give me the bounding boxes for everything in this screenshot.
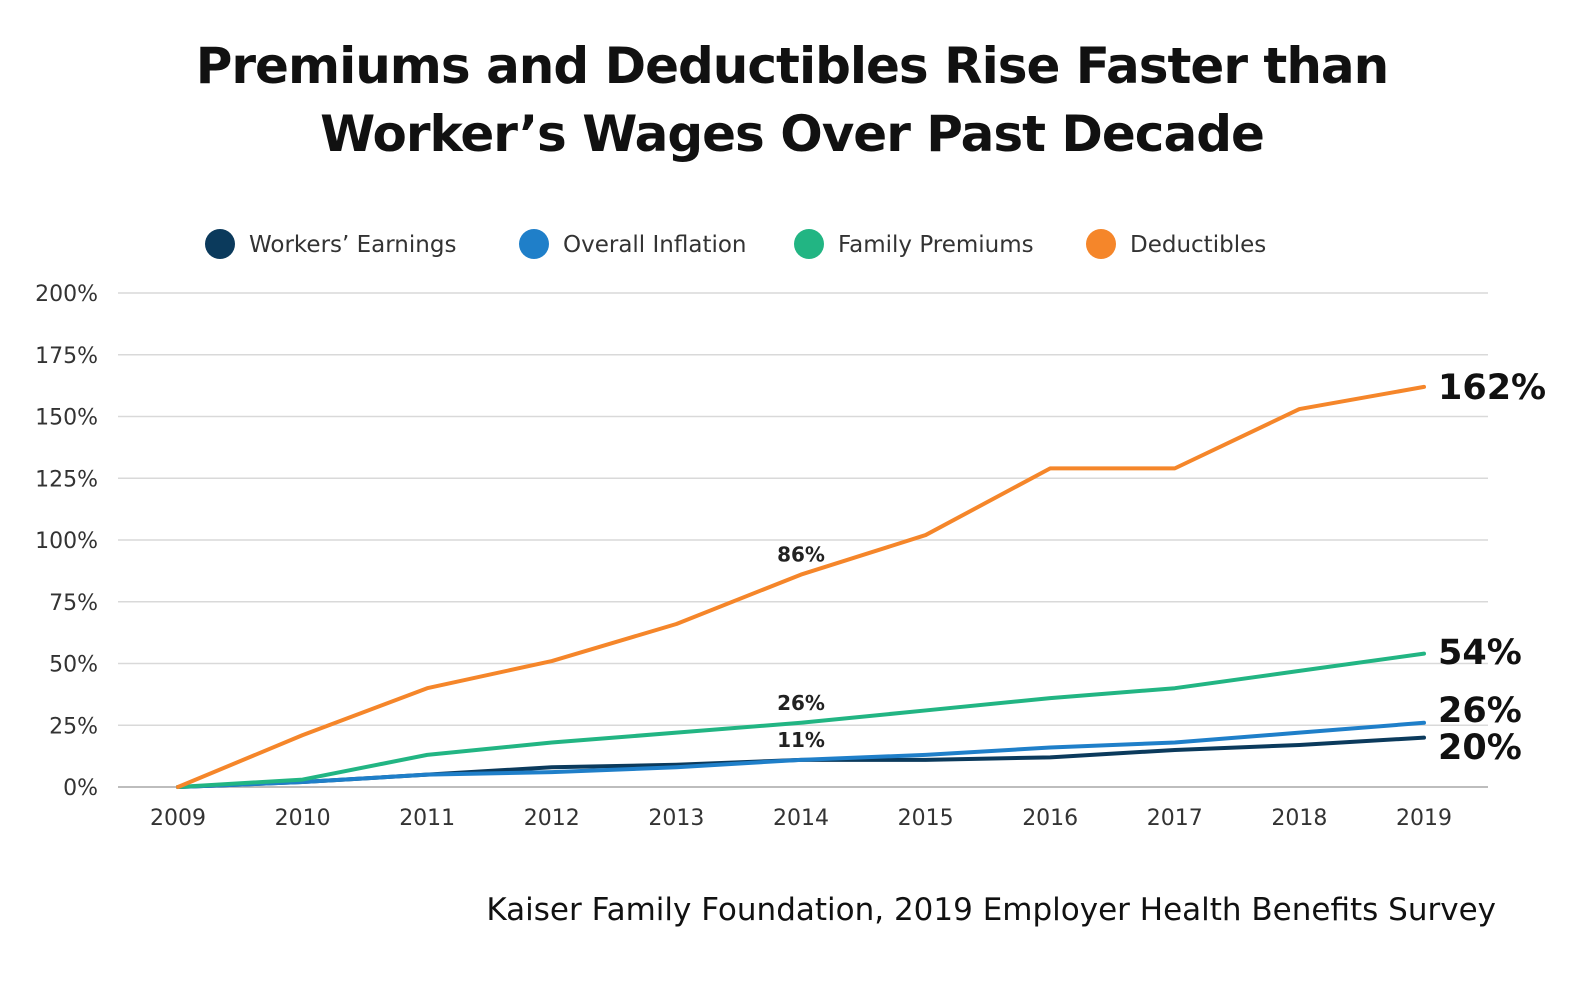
chart-title-line-1: Premiums and Deductibles Rise Faster tha… [195,37,1390,95]
y-tick-label: 175% [35,344,98,369]
x-tick-label: 2019 [1396,806,1452,831]
end-labels: 20%26% 54% 162% [1438,368,1546,768]
y-tick-label: 25% [49,714,98,739]
x-tick-label: 2014 [773,806,829,831]
end-value-label: 162% [1438,368,1546,408]
annotations: 86% 26% 11% [777,543,825,752]
legend-label: Workers’ Earnings [249,232,456,258]
x-tick-label: 2013 [648,806,704,831]
legend-swatch [794,229,824,259]
legend-swatch [519,229,549,259]
legend-item: Overall Inflation [519,229,747,259]
y-axis-ticks: 0% 25% 50% 75% 100% 125% 150% 175% 200% [35,282,98,801]
y-tick-label: 125% [35,467,98,492]
end-value-label: 54% [1438,633,1522,673]
y-tick-label: 0% [63,776,98,801]
annotation-label: 11% [777,728,825,752]
y-tick-label: 100% [35,529,98,554]
legend-item: Family Premiums [794,229,1034,259]
legend-item: Deductibles [1086,229,1266,259]
series-line [176,651,1426,789]
y-tick-label: 75% [49,591,98,616]
y-tick-label: 150% [35,406,98,431]
x-tick-label: 2016 [1022,806,1078,831]
chart-title-line-2: Worker’s Wages Over Past Decade [320,105,1265,163]
series-line [176,384,1426,789]
x-tick-label: 2012 [524,806,580,831]
legend-item: Workers’ Earnings [205,229,456,259]
chart-title: Premiums and Deductibles Rise Faster tha… [0,32,1584,168]
series-lines [176,384,1426,789]
source-note: Kaiser Family Foundation, 2019 Employer … [486,892,1496,928]
x-tick-label: 2010 [275,806,331,831]
legend-label: Deductibles [1130,232,1266,258]
legend-swatch [205,229,235,259]
end-value-label: 26% [1438,691,1522,731]
x-tick-label: 2009 [150,806,206,831]
end-value-label: 20% [1438,728,1522,768]
x-tick-label: 2011 [399,806,455,831]
annotation-label: 86% [777,543,825,567]
x-tick-label: 2017 [1147,806,1203,831]
annotation-label: 26% [777,691,825,715]
x-tick-label: 2018 [1271,806,1327,831]
legend-label: Family Premiums [838,232,1034,258]
y-tick-label: 50% [49,653,98,678]
y-tick-label: 200% [35,282,98,307]
series-line [176,720,1426,789]
legend-label: Overall Inflation [563,232,747,258]
legend: Workers’ Earnings Overall Inflation Family… [205,229,1266,259]
grid-lines [118,292,1488,788]
legend-swatch [1086,229,1116,259]
x-axis-ticks: 2009 2010 2011 2012 2013 2014 2015 2016 2017 2018… [150,806,1452,831]
x-tick-label: 2015 [898,806,954,831]
